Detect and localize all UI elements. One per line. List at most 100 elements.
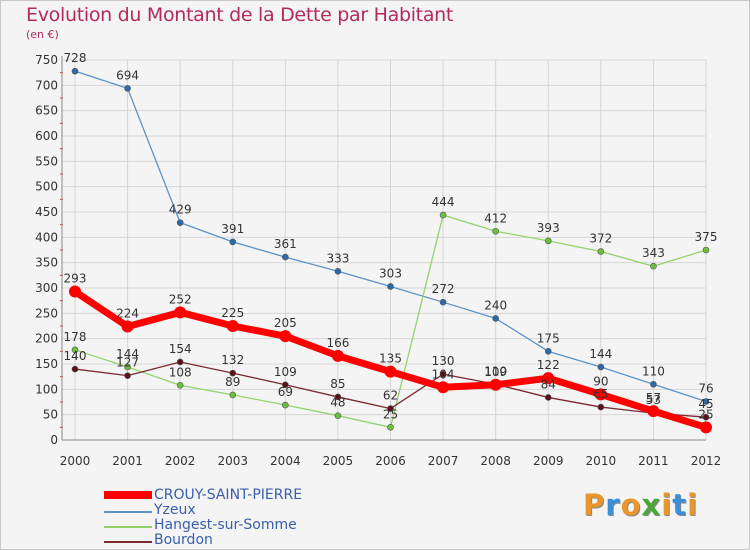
data-point [492,315,499,322]
legend-label: CROUY-SAINT-PIERRE [154,487,303,503]
data-label: 154 [169,342,192,356]
data-label: 109 [484,365,507,379]
data-point [282,401,289,409]
data-point [387,283,394,290]
data-point [229,391,237,399]
x-tick-label: 2006 [375,454,406,468]
data-point [334,393,342,401]
data-point [702,413,710,421]
data-point [439,370,447,378]
data-label: 65 [593,387,608,401]
chart-unit-label: (en €) [26,28,59,41]
data-label: 391 [221,222,244,236]
x-tick-label: 2001 [112,454,143,468]
data-point [176,381,184,389]
x-tick-label: 2010 [586,454,617,468]
y-tick-label: 100 [35,382,58,396]
series-layer [69,67,712,434]
data-point [282,381,289,389]
proxiti-logo: Proxiti [583,488,698,522]
data-label: 375 [695,230,718,244]
data-label: 53 [646,393,661,407]
data-label: 108 [169,365,192,379]
data-point [279,330,292,343]
data-label: 48 [330,396,345,410]
data-label: 76 [698,381,713,395]
data-point [226,320,239,332]
data-point [492,227,499,235]
x-tick-label: 2009 [533,454,564,468]
y-tick-label: 200 [35,332,58,346]
data-label: 130 [432,354,455,368]
x-tick-label: 2012 [691,454,722,468]
data-label: 89 [225,375,240,389]
data-label: 90 [593,374,608,388]
data-point [69,285,81,298]
y-tick-label: 400 [35,230,58,244]
data-point [542,372,555,385]
data-point [544,348,552,355]
data-label: 85 [330,377,345,391]
data-label: 444 [432,195,455,209]
data-label: 45 [698,397,713,411]
data-point [544,237,552,245]
legend-swatch [104,526,152,528]
y-tick-label: 650 [35,104,58,118]
grid-layer [62,59,707,441]
legend-label: Hangest-sur-Somme [154,517,297,533]
logo-letter: r [605,488,621,522]
y-tick-label: 450 [35,205,58,219]
data-label: 25 [698,407,713,421]
data-label: 429 [169,203,192,217]
x-tick-label: 2008 [480,454,511,468]
data-label: 135 [379,352,402,366]
data-point [384,365,397,378]
data-point [597,248,605,255]
data-point [647,405,660,418]
legend-swatch [104,541,152,543]
data-label: 178 [64,330,87,344]
data-point [387,424,394,431]
data-label: 25 [383,407,398,421]
logo-letter: t [672,488,688,522]
x-tick-label: 2007 [428,454,459,468]
data-point [124,363,131,371]
data-point [702,398,710,405]
data-label: 69 [278,385,293,399]
data-label: 62 [383,389,398,403]
axis-layer: 0 50 100 150 200 250 300 350 400 450 500 550 600 650 7… [35,53,721,468]
y-tick-label: 150 [35,357,58,371]
data-point [124,85,131,92]
data-point [174,306,187,319]
data-label: 240 [484,298,507,312]
data-label: 361 [274,237,297,251]
data-label: 303 [379,266,402,280]
data-point [282,253,289,261]
data-point [437,381,450,394]
data-label: 110 [642,364,665,378]
data-label: 84 [541,377,556,391]
x-tick-label: 2002 [165,454,196,468]
data-point [544,394,552,401]
data-label: 57 [646,391,661,405]
data-label-layer: 728 694 429 391 361 333 303 272 240 175 144 110 76 17… [64,51,718,421]
logo-letter: x [641,488,662,522]
data-point [176,358,184,366]
y-tick-label: 300 [35,281,58,295]
data-point [700,421,712,434]
legend-label: Bourdon [154,532,213,548]
data-label: 372 [589,232,612,246]
legend-swatch [104,491,152,499]
y-tick-label: 700 [35,78,58,92]
data-label: 225 [221,306,244,320]
data-point [650,262,657,270]
data-label: 175 [537,331,560,345]
y-tick-label: 50 [43,408,58,422]
data-label: 132 [221,353,244,367]
data-label: 205 [274,316,297,330]
x-tick-label: 2003 [217,454,248,468]
data-point [71,346,79,354]
data-point [439,298,447,306]
